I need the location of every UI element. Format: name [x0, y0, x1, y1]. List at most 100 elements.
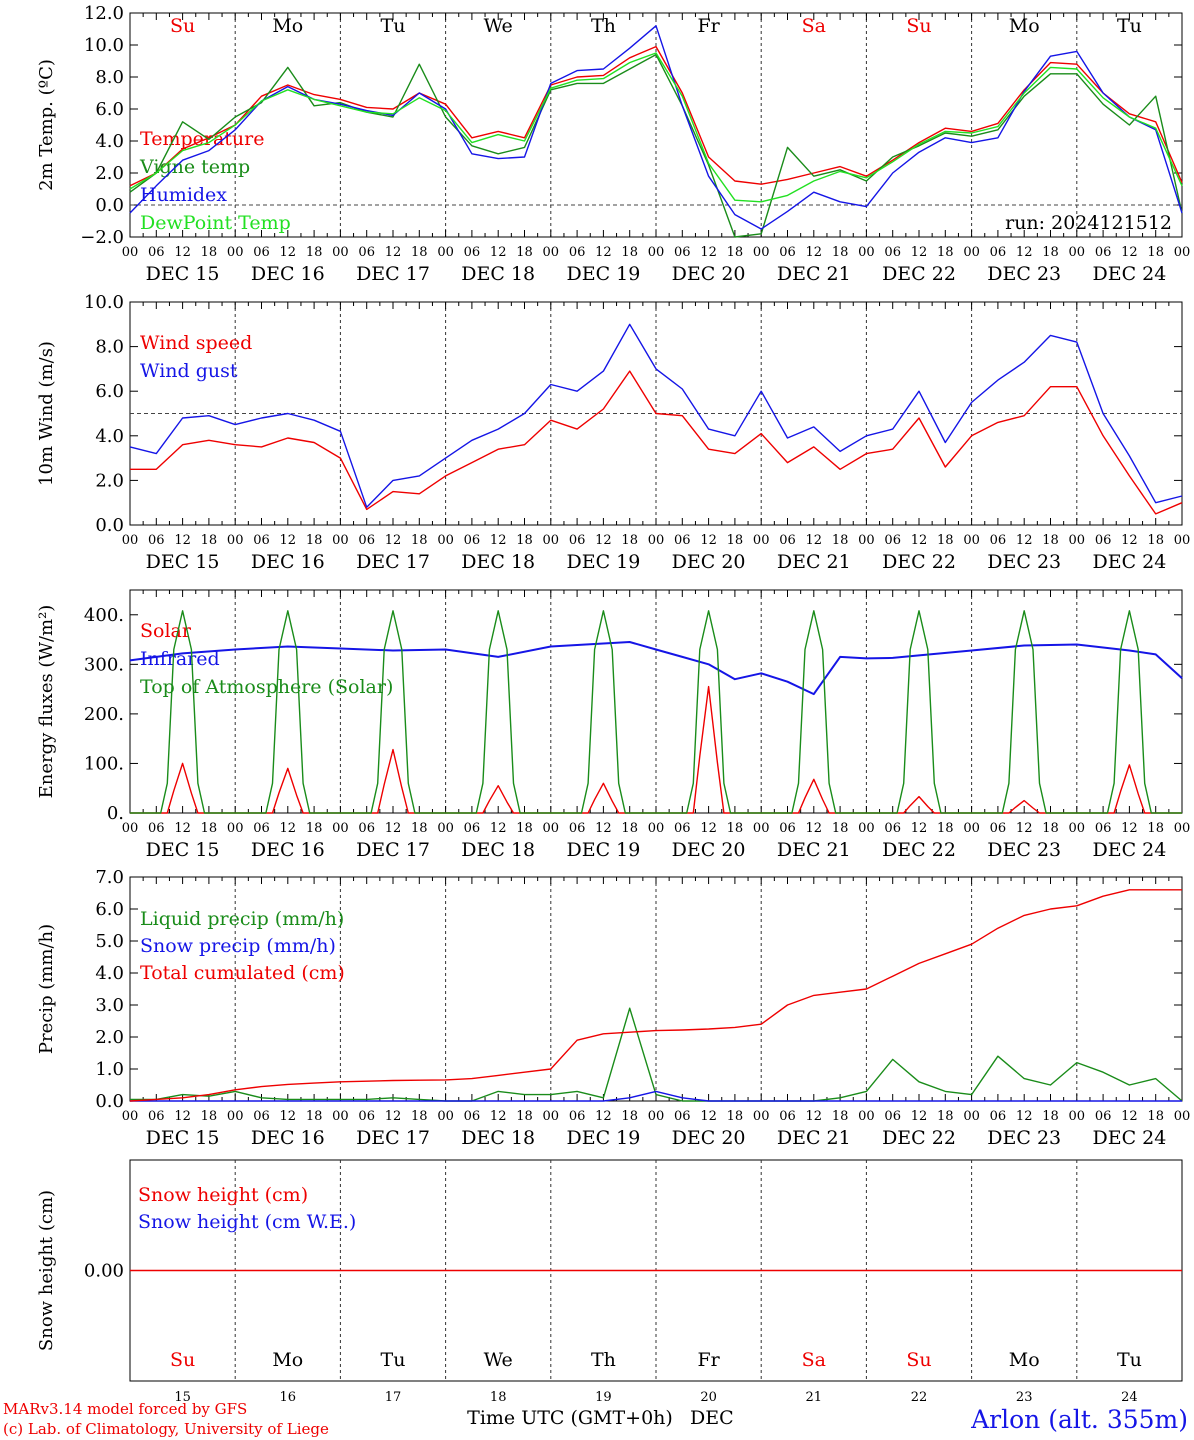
hour-tick-label: 12 — [595, 245, 612, 260]
y-tick-label: 12.0 — [84, 3, 124, 24]
y-tick-label: 4.0 — [95, 426, 124, 447]
hour-tick-label: 00 — [1069, 1109, 1086, 1124]
panel-5: 0.00 Snow height (cm) Snow height (cm) Snow… — [36, 1159, 1183, 1382]
date-label: DEC 17 — [356, 263, 430, 285]
date-label: DEC 17 — [356, 839, 430, 861]
hour-tick-label: 18 — [306, 245, 323, 260]
hour-tick-label: 18 — [832, 245, 849, 260]
hour-tick-label: 00 — [1174, 1109, 1191, 1124]
hour-tick-label: 06 — [884, 1109, 901, 1124]
series-line-top-of-atmosphere-solar- — [130, 610, 1182, 814]
legend-entry: Snow precip (mm/h) — [140, 935, 336, 957]
hour-tick-label: 18 — [516, 533, 533, 548]
weekday-label-bottom: Th — [591, 1349, 616, 1371]
date-label: DEC 21 — [777, 1127, 851, 1149]
hour-tick-label: 18 — [727, 1109, 744, 1124]
hour-tick-label: 12 — [700, 821, 717, 836]
hour-tick-label: 00 — [1174, 245, 1191, 260]
hour-tick-label: 18 — [306, 1109, 323, 1124]
legend-entry: Solar — [140, 620, 192, 642]
hour-tick-label: 00 — [332, 1109, 349, 1124]
y-tick-label: −2.0 — [80, 227, 124, 248]
series-line-snow-precip-mm-h- — [130, 1090, 1182, 1102]
hour-tick-label: 12 — [280, 533, 297, 548]
y-tick-label: 100. — [84, 753, 124, 774]
date-label: DEC 20 — [672, 839, 746, 861]
panel-1: −2.0 0.0 2.0 4.0 6.0 8.0 10.0 12.0 2m Temp. (ºC)… — [36, 3, 1190, 285]
day-number-label: 22 — [911, 1390, 928, 1405]
day-number-label: 18 — [490, 1390, 507, 1405]
hour-tick-label: 00 — [227, 1109, 244, 1124]
y-tick-label: 2.0 — [95, 163, 124, 184]
weekday-label-bottom: Mo — [272, 1349, 303, 1371]
hour-tick-label: 06 — [990, 533, 1007, 548]
weekday-label-top: Sa — [802, 15, 826, 37]
run-label: run: 2024121512 — [1005, 212, 1172, 234]
hour-tick-label: 18 — [1147, 245, 1164, 260]
date-label: DEC 22 — [882, 1127, 956, 1149]
day-number-label: 15 — [174, 1390, 191, 1405]
hour-tick-label: 06 — [464, 533, 481, 548]
hour-tick-label: 18 — [621, 533, 638, 548]
y-tick-label: 300. — [84, 654, 124, 675]
legend-entry: Total cumulated (cm) — [140, 962, 345, 984]
hour-tick-label: 18 — [621, 245, 638, 260]
weekday-label-bottom: Su — [170, 1349, 195, 1371]
hour-tick-label: 06 — [990, 821, 1007, 836]
date-label: DEC 16 — [251, 839, 325, 861]
series-line-humidex — [129, 25, 1183, 230]
hour-tick-label: 00 — [332, 533, 349, 548]
hour-tick-label: 18 — [832, 821, 849, 836]
hour-tick-label: 06 — [674, 533, 691, 548]
y-tick-label: 6.0 — [95, 899, 124, 920]
series-line-dewpoint-temp — [129, 52, 1183, 203]
hour-tick-label: 00 — [963, 821, 980, 836]
hour-tick-label: 00 — [1069, 533, 1086, 548]
y-tick-label: 3.0 — [95, 995, 124, 1016]
date-label: DEC 24 — [1092, 1127, 1166, 1149]
hour-tick-label: 18 — [727, 533, 744, 548]
hour-tick-label: 12 — [385, 533, 402, 548]
weekday-label-bottom: Mo — [1009, 1349, 1040, 1371]
hour-tick-label: 18 — [1147, 1109, 1164, 1124]
hour-tick-label: 12 — [1121, 245, 1138, 260]
date-label: DEC 21 — [777, 263, 851, 285]
date-label: DEC 24 — [1092, 551, 1166, 573]
plot-frame — [129, 589, 1183, 814]
hour-tick-label: 00 — [858, 1109, 875, 1124]
hour-tick-label: 12 — [911, 821, 928, 836]
hour-tick-label: 12 — [490, 245, 507, 260]
legend-entry: Temperature — [140, 128, 264, 150]
date-label: DEC 18 — [461, 1127, 535, 1149]
weekday-label-top: Fr — [697, 15, 720, 37]
y-tick-label: 0. — [107, 803, 124, 824]
date-label: DEC 19 — [566, 551, 640, 573]
hour-tick-label: 06 — [779, 245, 796, 260]
date-label: DEC 20 — [672, 551, 746, 573]
hour-tick-label: 18 — [937, 821, 954, 836]
legend-entry: Top of Atmosphere (Solar) — [140, 676, 393, 698]
hour-tick-label: 12 — [700, 1109, 717, 1124]
hour-tick-label: 00 — [753, 1109, 770, 1124]
day-number-label: 19 — [595, 1390, 612, 1405]
hour-tick-label: 06 — [884, 821, 901, 836]
hour-tick-label: 00 — [648, 821, 665, 836]
date-label: DEC 18 — [461, 551, 535, 573]
date-label: DEC 17 — [356, 1127, 430, 1149]
day-number-label: 17 — [385, 1390, 402, 1405]
date-label: DEC 23 — [987, 1127, 1061, 1149]
date-label: DEC 22 — [882, 551, 956, 573]
weekday-label-bottom: Tu — [1117, 1349, 1142, 1371]
y-tick-label: 4.0 — [95, 963, 124, 984]
hour-tick-label: 12 — [174, 821, 191, 836]
hour-tick-label: 12 — [280, 1109, 297, 1124]
y-axis-label: 2m Temp. (ºC) — [36, 59, 57, 191]
weekday-label-top: Mo — [1009, 15, 1040, 37]
hour-tick-label: 06 — [148, 1109, 165, 1124]
day-number-label: 21 — [806, 1390, 823, 1405]
hour-tick-label: 00 — [753, 533, 770, 548]
date-label: DEC 24 — [1092, 263, 1166, 285]
legend-entry: DewPoint Temp — [140, 212, 291, 234]
y-axis-label: Energy fluxes (W/m²) — [36, 605, 57, 799]
hour-tick-label: 18 — [937, 245, 954, 260]
